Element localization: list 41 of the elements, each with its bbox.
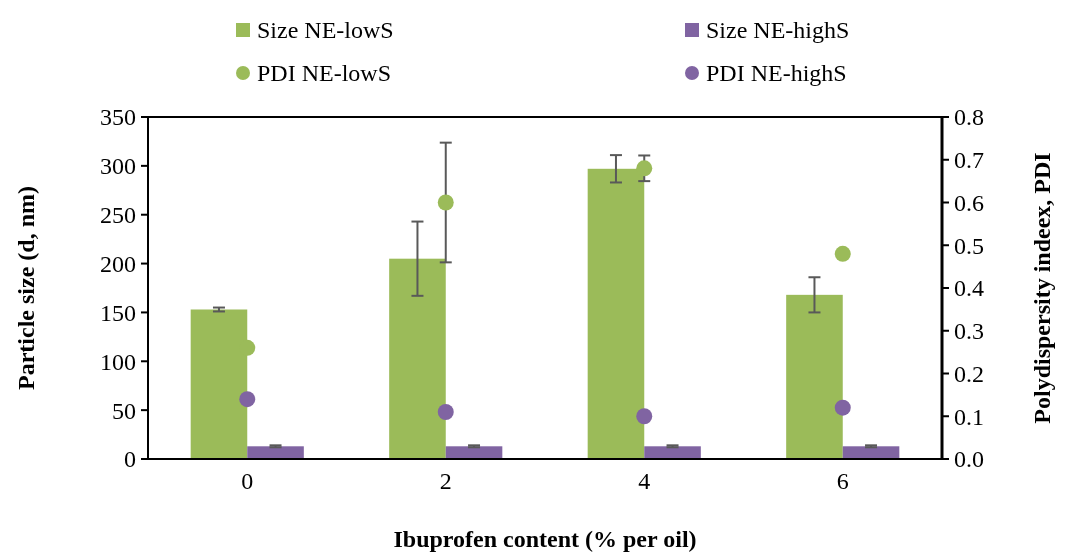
bar [786,294,843,459]
y-axis-title: Particle size (d, nm) [13,186,39,390]
legend-label: PDI NE-highS [706,60,847,87]
y2-tick-label: 0.3 [954,318,984,345]
y2-tick-label: 0.7 [954,147,984,174]
bar [247,446,304,459]
point [437,194,454,211]
y-tick-label: 100 [100,348,136,375]
point [834,399,851,416]
legend-label: PDI NE-lowS [257,60,392,87]
point [636,160,653,177]
y2-tick-label: 0.1 [954,403,984,430]
y-tick-label: 50 [112,397,136,424]
legend-label: Size NE-highS [706,17,850,44]
x-tick-label: 4 [638,468,651,494]
x-axis-title: Ibuprofen content (% per oil) [393,526,697,552]
point [636,408,653,425]
x-tick-label: 0 [241,468,254,494]
y-tick-label: 300 [100,153,136,180]
x-tick-label: 6 [836,468,849,494]
y2-tick-label: 0.6 [954,189,984,216]
y-tick-label: 150 [100,299,136,326]
y2-tick-label: 0.0 [954,446,984,473]
y-tick-label: 200 [100,250,136,277]
x-tick-label: 2 [439,468,452,494]
y2-tick-label: 0.5 [954,232,984,259]
y2-tick-label: 0.8 [954,104,984,131]
y-tick-label: 250 [100,202,136,229]
y2-tick-label: 0.4 [954,275,984,302]
legend-label: Size NE-lowS [257,17,394,44]
point [239,391,256,408]
y-tick-label: 0 [124,446,136,473]
point [834,245,851,262]
y2-tick-label: 0.2 [954,360,984,387]
y-tick-label: 350 [100,104,136,131]
bar [389,258,446,459]
bar [842,446,900,459]
y2-axis-title: Polydispersity indeex, PDI [1029,152,1055,424]
bar [644,446,701,459]
bar [445,446,503,459]
point [437,403,454,420]
